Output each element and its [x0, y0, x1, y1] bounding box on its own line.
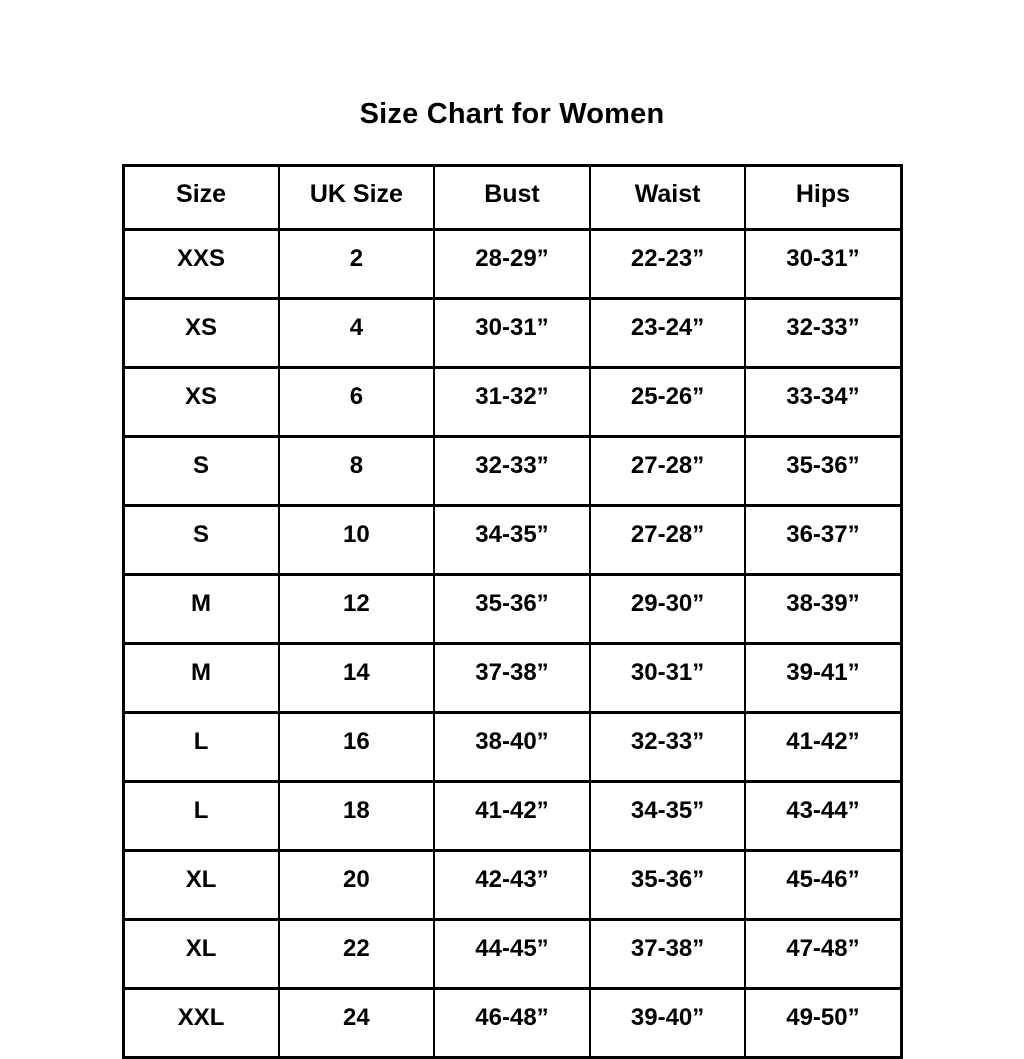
table-cell: 47-48”	[744, 918, 902, 990]
table-cell: 4	[277, 297, 436, 369]
table-cell: 27-28”	[588, 435, 747, 507]
table-cell: L	[122, 711, 280, 783]
table-row: XL 22 44-45” 37-38” 47-48”	[122, 918, 902, 990]
table-cell: 20	[277, 849, 436, 921]
table-cell: 39-41”	[744, 642, 902, 714]
table-cell: XL	[122, 849, 280, 921]
table-cell: 18	[277, 780, 436, 852]
page-title: Size Chart for Women	[359, 98, 665, 130]
table-cell: 10	[277, 504, 436, 576]
table-cell: M	[122, 642, 280, 714]
table-cell: 27-28”	[588, 504, 747, 576]
table-cell: 22	[277, 918, 436, 990]
table-cell: 2	[277, 228, 436, 300]
column-header: UK Size	[277, 164, 436, 231]
column-header: Bust	[433, 164, 591, 231]
table-cell: 28-29”	[433, 228, 591, 300]
table-cell: 8	[277, 435, 436, 507]
table-cell: 44-45”	[433, 918, 591, 990]
table-cell: 12	[277, 573, 436, 645]
table-cell: 16	[277, 711, 436, 783]
table-cell: 38-39”	[744, 573, 902, 645]
table-cell: 42-43”	[433, 849, 591, 921]
table-cell: 23-24”	[588, 297, 747, 369]
column-header: Size	[122, 164, 280, 231]
table-cell: 24	[277, 987, 436, 1059]
table-cell: 32-33”	[744, 297, 902, 369]
table-cell: 35-36”	[744, 435, 902, 507]
table-cell: 31-32”	[433, 366, 591, 438]
table-cell: 32-33”	[433, 435, 591, 507]
table-cell: 43-44”	[744, 780, 902, 852]
table-cell: 33-34”	[744, 366, 902, 438]
table-cell: 46-48”	[433, 987, 591, 1059]
table-cell: 25-26”	[588, 366, 747, 438]
table-cell: L	[122, 780, 280, 852]
table-body: XXS 2 28-29” 22-23” 30-31” XS 4 30-31” 23-24” 32-…	[122, 228, 902, 1059]
table-row: XL 20 42-43” 35-36” 45-46”	[122, 849, 902, 921]
table-cell: 35-36”	[433, 573, 591, 645]
table-cell: 30-31”	[588, 642, 747, 714]
table-row: XS 6 31-32” 25-26” 33-34”	[122, 366, 902, 438]
table-row: S 10 34-35” 27-28” 36-37”	[122, 504, 902, 576]
table-cell: 34-35”	[433, 504, 591, 576]
table-row: S 8 32-33” 27-28” 35-36”	[122, 435, 902, 507]
table-row: XXL 24 46-48” 39-40” 49-50”	[122, 987, 902, 1059]
table-cell: 14	[277, 642, 436, 714]
table-row: L 16 38-40” 32-33” 41-42”	[122, 711, 902, 783]
table-cell: 34-35”	[588, 780, 747, 852]
table-cell: 32-33”	[588, 711, 747, 783]
table-row: M 14 37-38” 30-31” 39-41”	[122, 642, 902, 714]
size-chart-table: Size UK Size Bust Waist Hips XXS 2 28-29” 22-23…	[121, 164, 903, 1059]
column-header: Waist	[588, 164, 747, 231]
table-cell: XS	[122, 297, 280, 369]
table-header: Size UK Size Bust Waist Hips	[122, 164, 902, 231]
table-cell: 39-40”	[588, 987, 747, 1059]
table-cell: XS	[122, 366, 280, 438]
table-cell: 45-46”	[744, 849, 902, 921]
table-cell: 35-36”	[588, 849, 747, 921]
table-cell: 36-37”	[744, 504, 902, 576]
table-cell: 41-42”	[433, 780, 591, 852]
table-cell: 30-31”	[433, 297, 591, 369]
table-cell: XXL	[122, 987, 280, 1059]
table-row: L 18 41-42” 34-35” 43-44”	[122, 780, 902, 852]
table-cell: 22-23”	[588, 228, 747, 300]
table-cell: M	[122, 573, 280, 645]
table-cell: 37-38”	[433, 642, 591, 714]
table-cell: S	[122, 504, 280, 576]
table-cell: 49-50”	[744, 987, 902, 1059]
table-row: XS 4 30-31” 23-24” 32-33”	[122, 297, 902, 369]
table-cell: 29-30”	[588, 573, 747, 645]
table-cell: 38-40”	[433, 711, 591, 783]
table-cell: S	[122, 435, 280, 507]
table-cell: 6	[277, 366, 436, 438]
table-cell: 37-38”	[588, 918, 747, 990]
table-row: M 12 35-36” 29-30” 38-39”	[122, 573, 902, 645]
table-row: XXS 2 28-29” 22-23” 30-31”	[122, 228, 902, 300]
header-row: Size UK Size Bust Waist Hips	[122, 164, 902, 231]
table-cell: 41-42”	[744, 711, 902, 783]
table-cell: XL	[122, 918, 280, 990]
table-cell: 30-31”	[744, 228, 902, 300]
table-cell: XXS	[122, 228, 280, 300]
column-header: Hips	[744, 164, 902, 231]
